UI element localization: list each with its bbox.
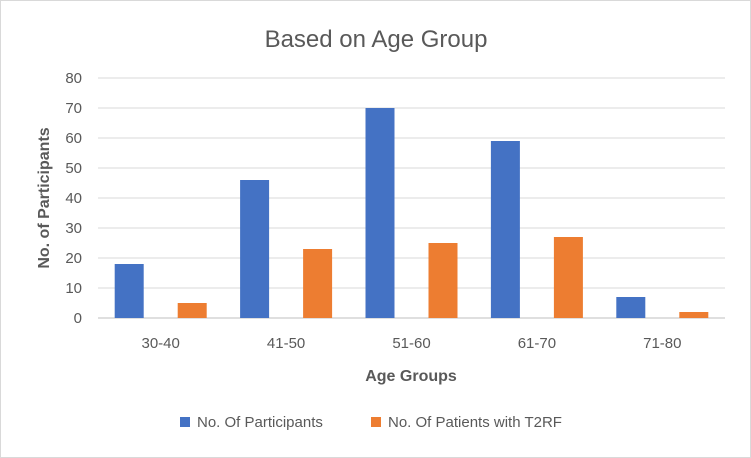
legend-label-t2rf: No. Of Patients with T2RF [388,414,562,431]
legend-swatch-participants [180,417,190,427]
x-tick-label: 71-80 [643,335,681,352]
y-tick-label: 80 [65,70,82,87]
bar-t2rf-51-60 [428,243,458,318]
bar-t2rf-30-40 [177,303,207,318]
bar-t2rf-41-50 [303,249,333,318]
chart-title: Based on Age Group [265,26,488,53]
x-tick-label: 30-40 [142,335,180,352]
bar-participants-71-80 [616,297,646,318]
y-tick-label: 20 [65,250,82,267]
bar-participants-61-70 [490,141,520,318]
y-tick-label: 50 [65,160,82,177]
y-tick-label: 70 [65,100,82,117]
gridlines [98,77,725,319]
legend-label-participants: No. Of Participants [197,414,323,431]
bar-participants-30-40 [114,264,144,318]
x-axis-ticks: 30-40 41-50 51-60 61-70 71-80 [142,335,682,352]
bar-participants-41-50 [240,180,270,318]
bars [114,108,709,318]
y-axis-ticks: 0 10 20 30 40 50 60 70 80 [65,70,82,327]
bar-t2rf-61-70 [553,237,583,318]
x-axis-title: Age Groups [365,368,457,385]
bar-participants-51-60 [365,108,395,318]
y-tick-label: 60 [65,130,82,147]
y-tick-label: 0 [74,310,82,327]
x-tick-label: 51-60 [392,335,430,352]
x-tick-label: 61-70 [518,335,556,352]
bar-t2rf-71-80 [679,312,709,318]
y-axis-title: No. of Participants [36,127,53,268]
legend: No. Of Participants No. Of Patients with … [180,414,562,431]
y-tick-label: 10 [65,280,82,297]
x-tick-label: 41-50 [267,335,305,352]
legend-swatch-t2rf [371,417,381,427]
y-tick-label: 40 [65,190,82,207]
y-tick-label: 30 [65,220,82,237]
